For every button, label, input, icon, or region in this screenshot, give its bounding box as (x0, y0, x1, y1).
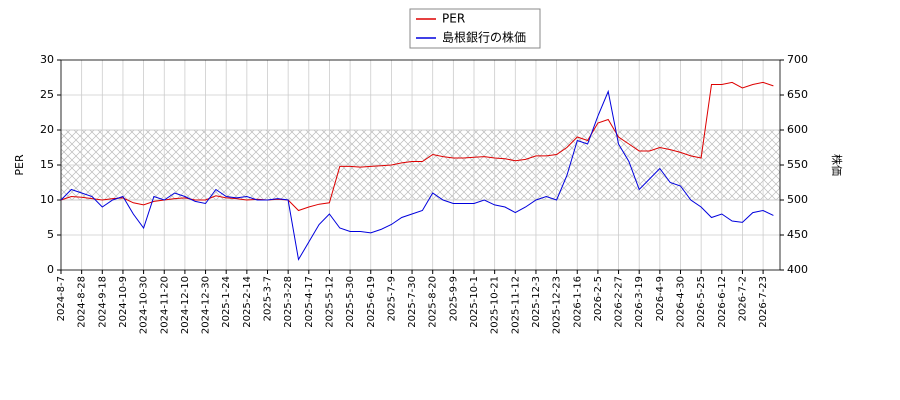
y-tick-label: 5 (47, 228, 54, 241)
line-series (60, 89, 774, 261)
x-tick-label: 2025-8-20 (428, 276, 439, 328)
y-tick-label: 10 (40, 193, 54, 206)
line-series (60, 81, 774, 212)
x-tick-label: 2026-7-23 (758, 276, 769, 328)
x-tick-label: 2025-3-7 (263, 276, 274, 321)
x-tick-label: 2025-5-30 (345, 276, 356, 328)
y-tick-label: 30 (40, 53, 54, 66)
y-tick-label: 25 (40, 88, 54, 101)
y2-tick-label: 550 (787, 158, 808, 171)
y2-tick-label: 650 (787, 88, 808, 101)
x-tick-label: 2026-4-30 (676, 276, 687, 328)
x-tick-label: 2026-4-9 (655, 276, 666, 321)
x-tick-label: 2026-6-12 (717, 276, 728, 328)
y-tick-label: 15 (40, 158, 54, 171)
y2-axis-label: 株価 (830, 154, 844, 176)
x-tick-label: 2026-1-16 (572, 276, 583, 328)
x-tick-label: 2026-5-25 (696, 276, 707, 328)
x-tick-label: 2024-10-9 (118, 276, 129, 328)
legend-label: 島根銀行の株価 (442, 30, 526, 45)
y2-tick-label: 450 (787, 228, 808, 241)
x-tick-label: 2025-9-9 (448, 276, 459, 321)
x-tick-label: 2026-7-2 (737, 276, 748, 321)
x-tick-label: 2025-11-12 (510, 276, 521, 334)
y-tick-label: 20 (40, 123, 54, 136)
x-tick-label: 2025-3-28 (283, 276, 294, 328)
legend-box (409, 8, 541, 49)
y2-tick-label: 600 (787, 123, 808, 136)
y2-tick-label: 400 (787, 263, 808, 276)
x-tick-label: 2024-9-18 (97, 276, 108, 328)
y2-tick-label: 700 (787, 53, 808, 66)
y-axis-label: PER (13, 154, 26, 176)
x-tick-label: 2024-8-7 (56, 276, 67, 321)
legend-label: PER (442, 12, 465, 26)
x-tick-label: 2025-12-23 (552, 276, 563, 334)
x-tick-label: 2025-6-19 (366, 276, 377, 328)
x-tick-label: 2025-7-30 (407, 276, 418, 328)
x-tick-label: 2024-11-20 (159, 276, 170, 334)
x-tick-label: 2025-10-1 (469, 276, 480, 328)
x-tick-label: 2024-10-30 (139, 276, 150, 334)
x-tick-label: 2026-2-27 (614, 276, 625, 328)
y-tick-label: 0 (47, 263, 54, 276)
x-tick-label: 2025-7-9 (386, 276, 397, 321)
plot-frame (60, 59, 781, 271)
x-tick-label: 2025-10-21 (490, 276, 501, 334)
x-tick-label: 2025-5-12 (324, 276, 335, 328)
x-tick-label: 2024-12-30 (201, 276, 212, 334)
x-tick-label: 2025-1-24 (221, 276, 232, 328)
x-tick-label: 2024-8-28 (77, 276, 88, 328)
x-tick-label: 2024-12-10 (180, 276, 191, 334)
x-tick-label: 2026-3-19 (634, 276, 645, 328)
x-tick-label: 2026-2-5 (593, 276, 604, 321)
x-tick-label: 2025-12-3 (531, 276, 542, 328)
y2-tick-label: 500 (787, 193, 808, 206)
x-tick-label: 2025-4-17 (304, 276, 315, 328)
x-tick-label: 2025-2-14 (242, 276, 253, 328)
